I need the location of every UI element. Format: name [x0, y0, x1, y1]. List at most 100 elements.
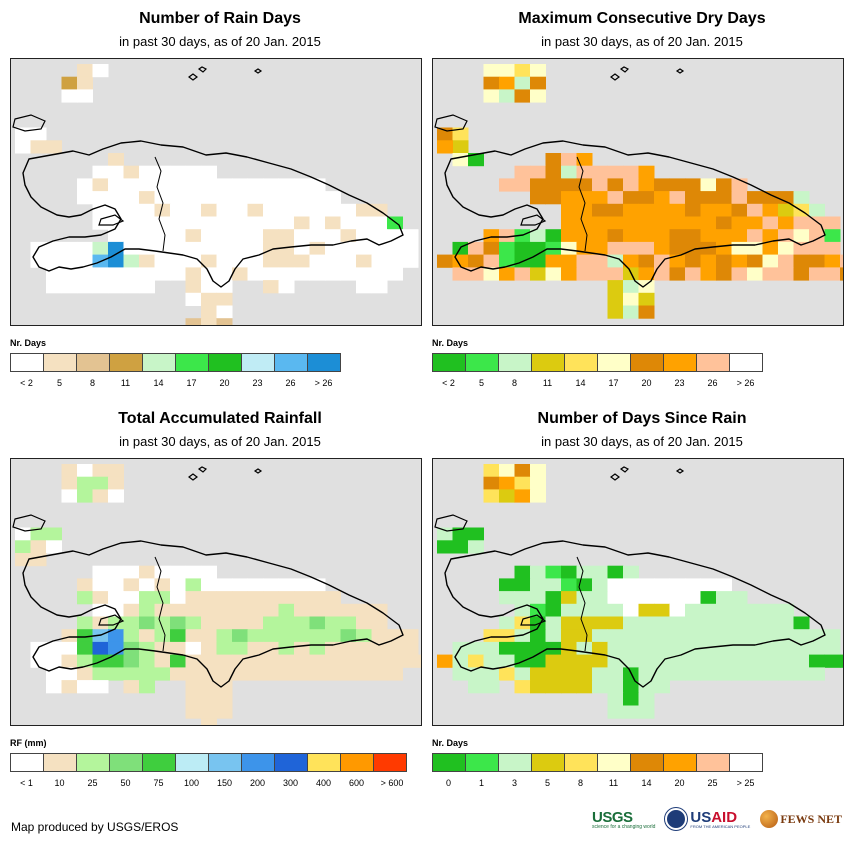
grid-cell — [731, 667, 748, 681]
grid-cell — [468, 254, 484, 268]
grid-cell — [387, 629, 403, 643]
grid-cell — [263, 629, 279, 643]
legend-swatch — [565, 354, 598, 371]
small-island-outline — [434, 514, 468, 532]
grid-cell — [15, 527, 31, 541]
grid-cell — [278, 178, 295, 192]
grid-cell — [170, 578, 186, 592]
grid-cell — [108, 165, 124, 179]
grid-cell — [716, 203, 732, 217]
grid-cell — [201, 705, 217, 719]
grid-cell — [607, 591, 624, 605]
grid-cell — [809, 667, 825, 681]
grid-cell — [561, 565, 577, 579]
grid-cell — [108, 254, 124, 268]
small-island-outline — [12, 114, 46, 132]
grid-cell — [216, 241, 233, 256]
grid-cell — [576, 667, 593, 681]
panel-title: Total Accumulated Rainfall — [118, 410, 322, 427]
grid-cell — [638, 241, 655, 256]
grid-cell — [154, 216, 171, 230]
grid-cell — [623, 203, 639, 217]
map-canvas — [434, 64, 843, 319]
grid-cell — [356, 667, 372, 681]
grid-cell — [514, 641, 531, 656]
grid-cell — [154, 667, 171, 681]
grid-cell — [247, 578, 264, 592]
grid-cell — [700, 654, 717, 668]
grid-cell — [123, 267, 140, 281]
grid-cell — [170, 616, 186, 630]
legend-swatch — [341, 754, 374, 771]
grid-cell — [700, 178, 717, 192]
panel-subtitle: in past 30 days, as of 20 Jan. 2015 — [119, 34, 321, 49]
legend-swatch — [730, 354, 762, 371]
grid-cell — [762, 241, 779, 256]
grid-cell — [402, 254, 419, 268]
grid-cell — [669, 267, 686, 281]
grid-cell — [468, 153, 484, 167]
rain-days-panel: Number of Rain Days in past 30 days, as … — [10, 0, 430, 400]
grid-cell — [46, 241, 62, 256]
grid-cell — [685, 267, 701, 281]
grid-cell — [263, 667, 279, 681]
legend-swatch — [466, 354, 499, 371]
grid-cell — [247, 254, 264, 268]
legend-swatch — [499, 754, 532, 771]
grid-cell — [452, 267, 469, 281]
grid-cell — [623, 241, 639, 256]
grid-cell — [576, 578, 593, 592]
legend-tick-label: 14 — [641, 778, 652, 788]
grid-cell — [623, 165, 639, 179]
grid-cell — [30, 527, 47, 541]
grid-cell — [576, 216, 593, 230]
grid-cell — [483, 667, 500, 681]
grid-cell — [607, 191, 624, 205]
grid-cell — [731, 616, 748, 630]
grid-cell — [592, 680, 608, 694]
grid-cell — [139, 267, 155, 281]
grid-cell — [778, 241, 794, 256]
grid-cell — [452, 127, 469, 141]
grid-cell — [762, 641, 779, 656]
grid-cell — [499, 629, 515, 643]
usaid-mark-aid: AID — [711, 809, 738, 826]
grid-cell — [809, 254, 825, 268]
grid-cell — [561, 680, 577, 694]
grid-cell — [185, 292, 202, 306]
grid-cell — [607, 165, 624, 179]
grid-cell — [356, 654, 372, 668]
grid-cell — [170, 241, 186, 256]
legend-tick-label: < 2 — [442, 378, 455, 388]
grid-cell — [92, 464, 109, 478]
grid-cell — [437, 254, 453, 268]
grid-cell — [263, 267, 279, 281]
grid-cell — [530, 578, 546, 592]
grid-cell — [108, 191, 124, 205]
grid-cell — [762, 603, 779, 617]
legend-swatch — [664, 354, 697, 371]
grid-cell — [61, 680, 78, 694]
grid-cell — [263, 216, 279, 230]
grid-cell — [77, 667, 93, 681]
grid-cell — [77, 191, 93, 205]
legend-title: Nr. Days — [10, 338, 47, 348]
grid-cell — [77, 578, 93, 592]
grid-cell — [638, 178, 655, 192]
grid-cell — [356, 254, 372, 268]
grid-cell — [700, 641, 717, 656]
grid-cell — [700, 267, 717, 281]
grid-cell — [483, 229, 500, 243]
grid-cell — [716, 241, 732, 256]
small-island-outline — [675, 68, 685, 74]
grid-cell — [185, 280, 202, 294]
grid-cell — [778, 267, 794, 281]
legend-swatch — [532, 754, 565, 771]
border-line — [576, 156, 588, 252]
grid-cell — [747, 629, 763, 643]
grid-cell — [483, 489, 500, 503]
legend-swatch — [565, 754, 598, 771]
grid-cell — [185, 178, 202, 192]
grid-cell — [294, 229, 310, 243]
grid-cell — [154, 165, 171, 179]
